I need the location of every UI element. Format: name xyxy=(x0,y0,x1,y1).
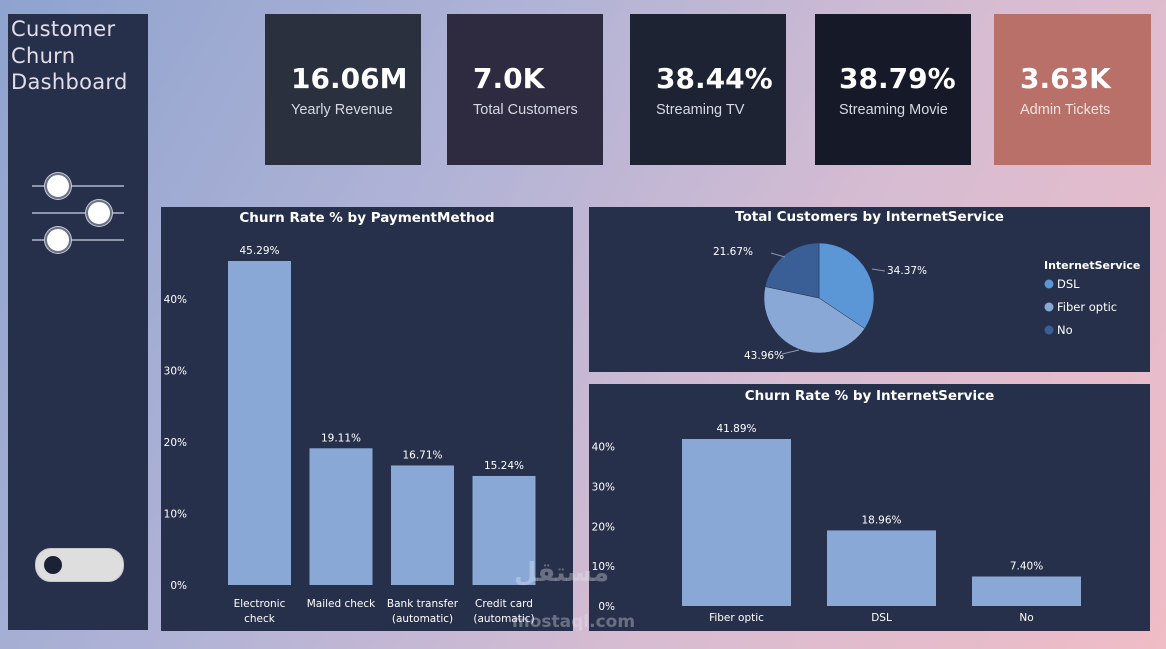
y-tick-label: 0% xyxy=(170,580,187,592)
data-label: 19.11% xyxy=(321,432,361,444)
y-tick-label: 40% xyxy=(164,294,187,306)
leader-line xyxy=(871,268,886,272)
sidebar: Customer Churn Dashboard xyxy=(8,14,148,630)
data-label: 15.24% xyxy=(484,460,524,472)
x-tick-label: Credit card xyxy=(475,598,533,610)
kpi-card-customers: 7.0K Total Customers xyxy=(447,14,603,165)
x-tick-label: (automatic) xyxy=(473,613,534,625)
kpi-label: Streaming Movie xyxy=(839,102,948,118)
kpi-value: 38.44% xyxy=(656,62,773,95)
y-tick-label: 0% xyxy=(598,601,615,613)
y-tick-label: 20% xyxy=(592,521,615,533)
legend-item: Fiber optic xyxy=(1057,300,1117,314)
y-tick-label: 30% xyxy=(164,365,187,377)
chart-title: Churn Rate % by InternetService xyxy=(744,388,995,404)
x-tick-label: Fiber optic xyxy=(709,612,764,624)
kpi-value: 3.63K xyxy=(1020,62,1111,95)
y-tick-label: 30% xyxy=(592,481,615,493)
bar xyxy=(827,530,936,606)
chart-internet-panel: Churn Rate % by InternetService 0% 10% 20%… xyxy=(589,384,1150,631)
kpi-label: Total Customers xyxy=(473,102,578,118)
slider-knob xyxy=(86,200,112,226)
kpi-card-admin-tickets: 3.63K Admin Tickets xyxy=(994,14,1151,165)
bar xyxy=(972,576,1081,606)
legend-marker xyxy=(1044,279,1054,289)
dashboard-title: Customer Churn Dashboard xyxy=(11,16,147,96)
legend-item: No xyxy=(1057,323,1073,337)
x-tick-label: Mailed check xyxy=(307,598,376,610)
leader-line xyxy=(781,349,800,355)
toggle-switch[interactable] xyxy=(35,548,124,582)
x-tick-label: Bank transfer xyxy=(387,598,459,610)
title-line: Churn xyxy=(11,43,76,68)
watermark-text: mostaql.com xyxy=(512,612,636,632)
leader-line xyxy=(770,252,786,258)
data-label: 21.67% xyxy=(713,246,753,258)
bar xyxy=(682,439,791,606)
x-tick-label: check xyxy=(244,613,276,625)
bar xyxy=(391,465,454,585)
chart-title: Churn Rate % by PaymentMethod xyxy=(239,210,495,226)
data-label: 7.40% xyxy=(1010,560,1043,572)
pie-slice xyxy=(763,286,866,354)
bar xyxy=(472,475,536,585)
sliders-icon[interactable] xyxy=(30,172,126,253)
data-label: 18.96% xyxy=(861,514,901,526)
title-line: Dashboard xyxy=(11,70,128,94)
slider-knob xyxy=(45,173,71,199)
data-label: 45.29% xyxy=(239,245,279,257)
legend-marker xyxy=(1044,325,1054,335)
y-tick-label: 10% xyxy=(592,561,615,573)
x-tick-label: Electronic xyxy=(234,598,286,610)
x-tick-label: DSL xyxy=(871,612,892,624)
internet-bar-chart: 0% 10% 20% 30% 40% 41.89% Fiber optic 18.96% DSL… xyxy=(592,423,1081,624)
y-tick-label: 20% xyxy=(164,437,187,449)
toggle-knob xyxy=(44,556,62,574)
kpi-card-streaming-movie: 38.79% Streaming Movie xyxy=(815,14,971,165)
pie-slice xyxy=(764,242,820,299)
x-tick-label: No xyxy=(1019,612,1033,624)
bar xyxy=(228,261,291,585)
bar xyxy=(309,448,373,585)
kpi-label: Admin Tickets xyxy=(1020,102,1111,118)
legend-item: DSL xyxy=(1057,277,1080,291)
kpi-card-streaming-tv: 38.44% Streaming TV xyxy=(630,14,786,165)
y-tick-label: 40% xyxy=(592,442,615,454)
data-label: 41.89% xyxy=(716,423,756,435)
kpi-value: 16.06M xyxy=(291,62,408,95)
legend-title: InternetService xyxy=(1044,259,1140,272)
kpi-label: Streaming TV xyxy=(656,102,745,118)
title-line: Customer xyxy=(11,17,116,41)
watermark-logo: مستقل xyxy=(514,558,610,588)
payment-bar-chart: 0% 10% 20% 30% 40% 45.29% Electronic check 19.11… xyxy=(164,245,536,625)
data-label: 16.71% xyxy=(402,449,442,461)
kpi-value: 38.79% xyxy=(839,62,956,95)
kpi-label: Yearly Revenue xyxy=(291,102,393,118)
slider-knob xyxy=(45,227,71,253)
chart-pie-panel: Total Customers by InternetService 34.37… xyxy=(589,207,1150,372)
data-label: 34.37% xyxy=(887,265,927,277)
y-tick-label: 10% xyxy=(164,508,187,520)
internet-pie-chart: 34.37% 43.96% 21.67% InternetService DSL Fibe… xyxy=(713,242,1140,362)
chart-title: Total Customers by InternetService xyxy=(735,209,1004,225)
kpi-card-revenue: 16.06M Yearly Revenue xyxy=(265,14,421,165)
kpi-value: 7.0K xyxy=(473,62,545,95)
chart-payment-panel: Churn Rate % by PaymentMethod 0% 10% 20% 30… xyxy=(161,207,573,631)
data-label: 43.96% xyxy=(744,350,784,362)
legend-marker xyxy=(1044,302,1054,312)
x-tick-label: (automatic) xyxy=(392,613,453,625)
